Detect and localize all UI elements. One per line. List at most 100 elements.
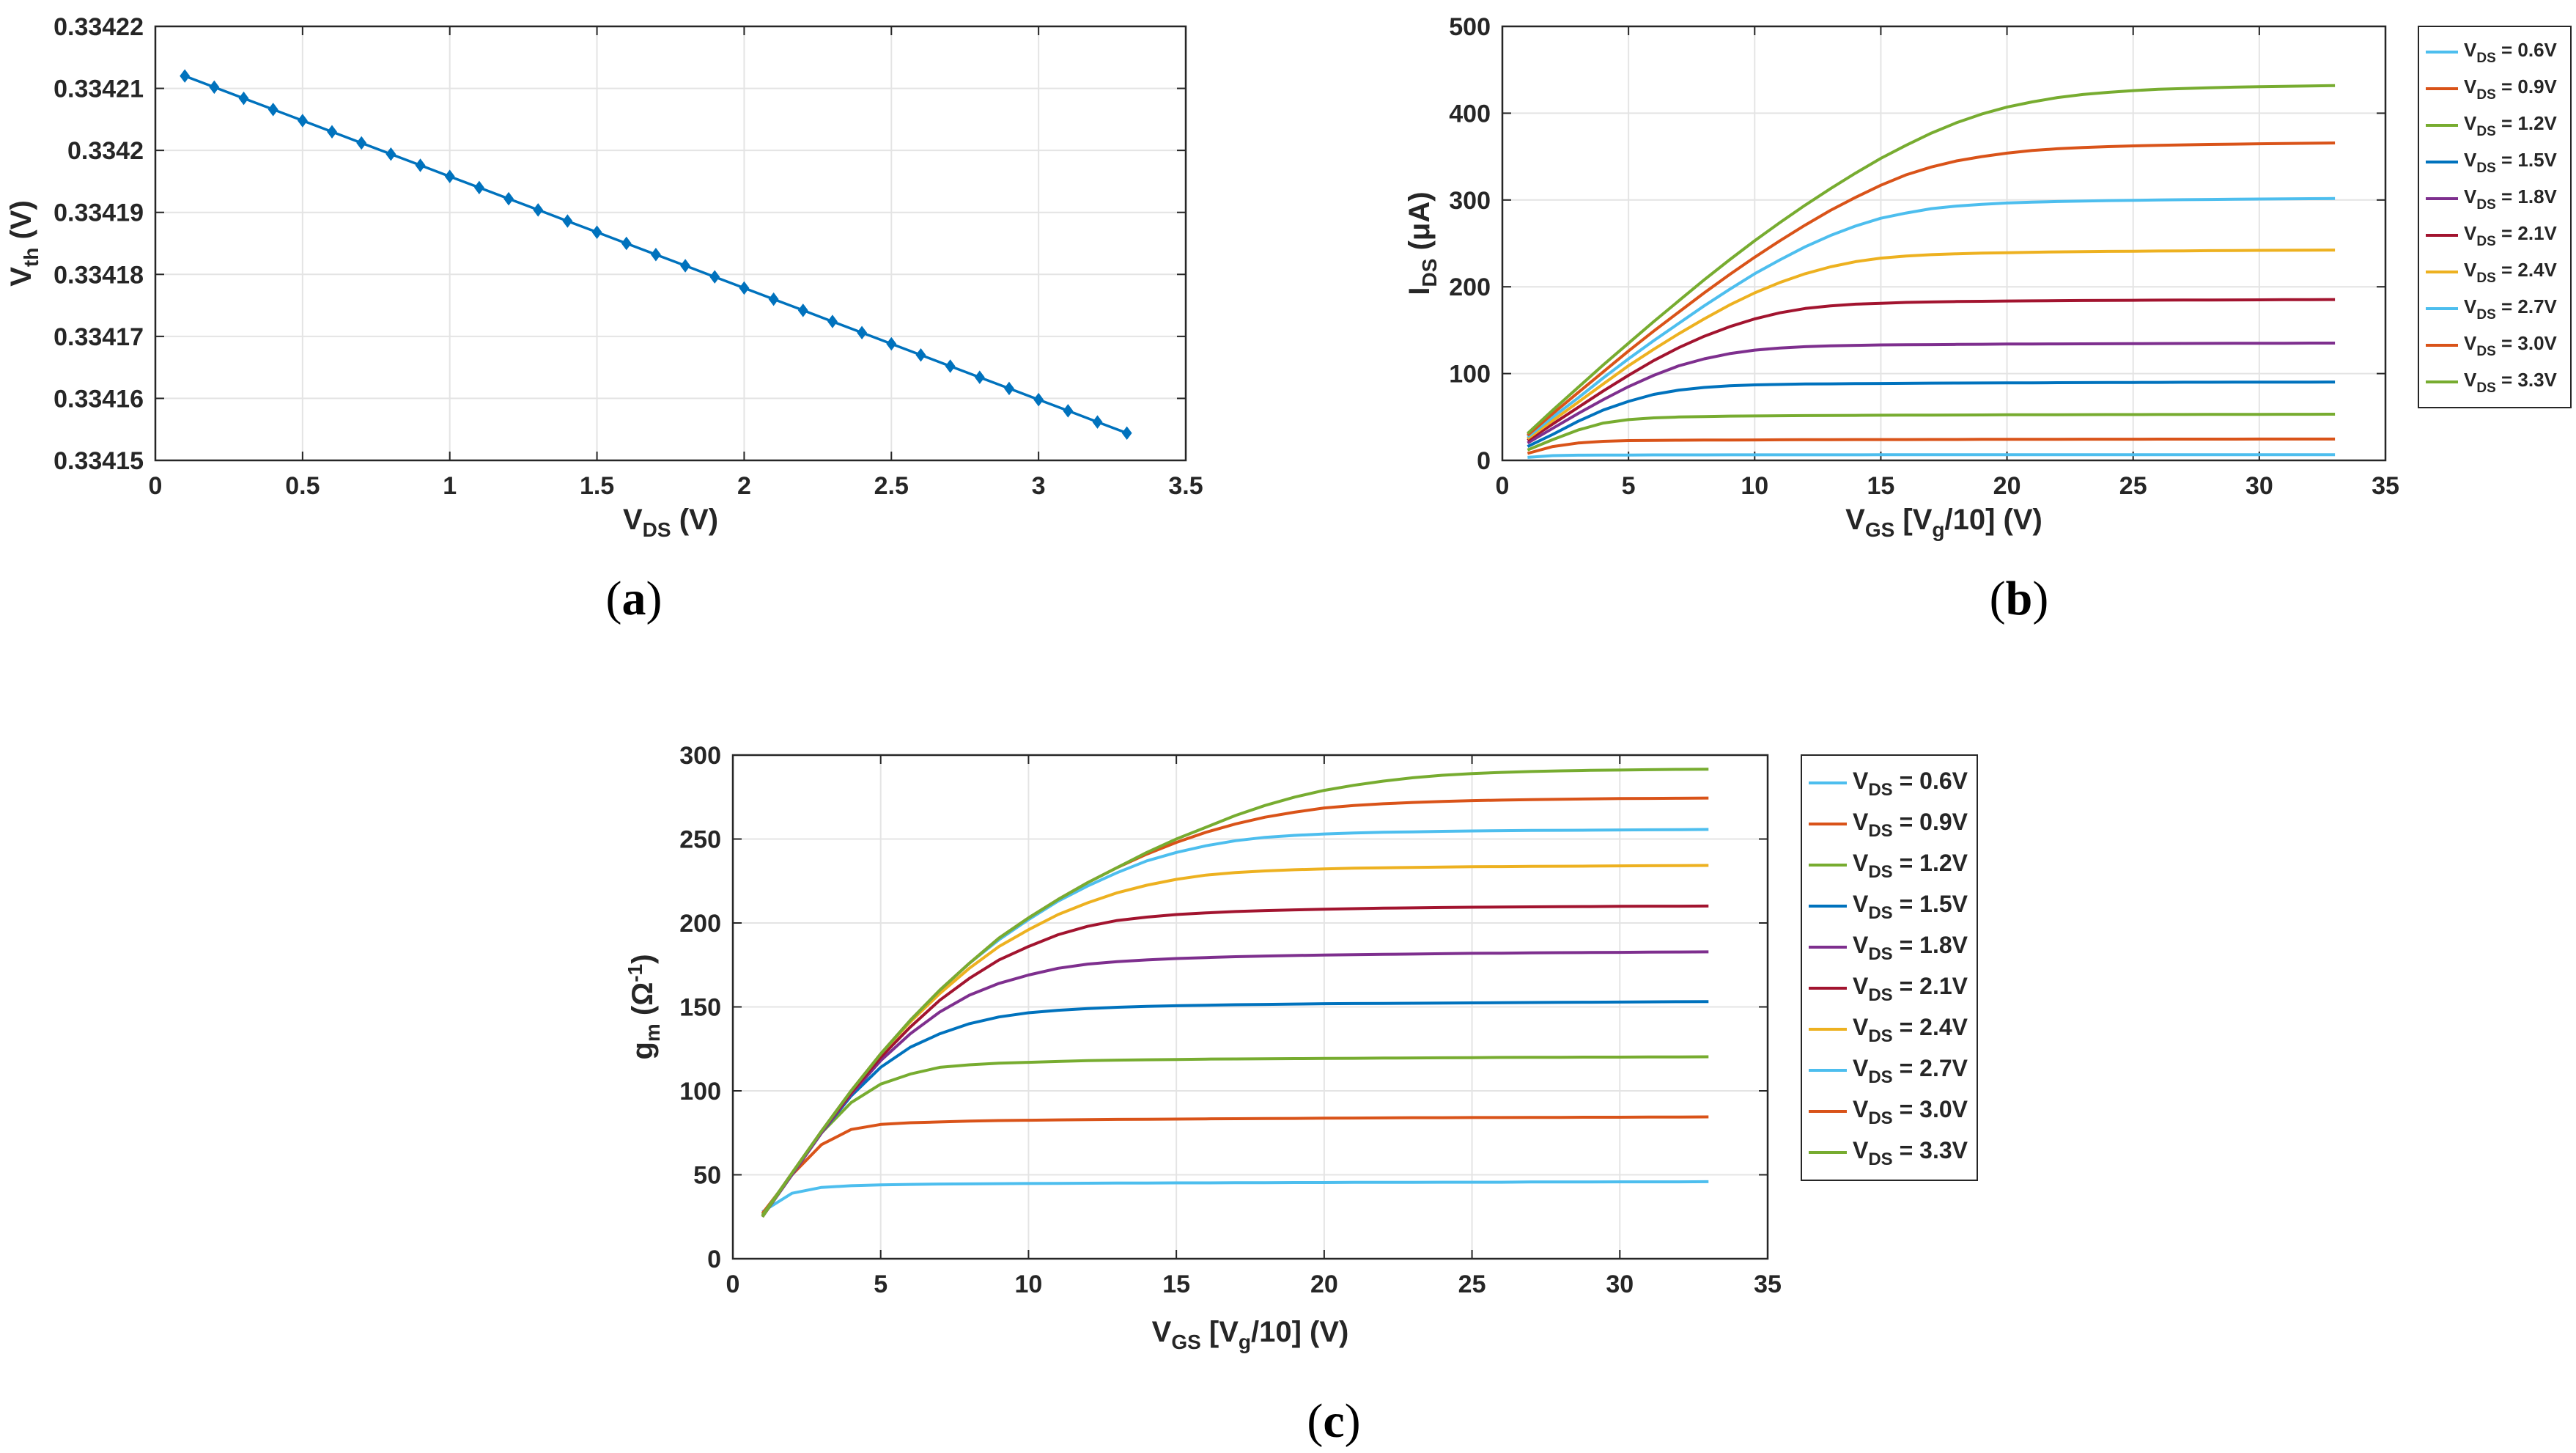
legend-sub: DS	[2476, 307, 2495, 323]
series-line-10	[1527, 84, 2336, 435]
data-point	[356, 136, 367, 150]
x-tick-label: 10	[1015, 1270, 1043, 1298]
legend-sub: DS	[2476, 271, 2495, 286]
series-line-4	[761, 1000, 1709, 1218]
data-point	[974, 370, 985, 384]
plot-frame	[1501, 25, 2387, 462]
legend-entry: VDS = 1.2V	[2464, 112, 2558, 139]
legend-rest: = 1.2V	[1893, 850, 1968, 876]
x-tick-label: 20	[1993, 472, 2021, 500]
series-line-10	[761, 768, 1709, 1218]
x-tick-label: 3	[1032, 472, 1046, 500]
legend-rest: = 2.7V	[2496, 295, 2558, 317]
series-line-6	[761, 904, 1709, 1218]
chart-a: 0 0.5 1 1.5 2 2.5 3 3.5 0.33415 0.33416 0.33417 0.3…	[5, 13, 1203, 625]
x-tick-label: 30	[2245, 472, 2273, 500]
y-axis-label: IDS (μA)	[1403, 191, 1441, 295]
panel-caption: (b)	[1990, 572, 2049, 625]
series-line-3	[1527, 413, 2336, 452]
y-tick-label: 300	[1449, 187, 1491, 215]
x-tick-label: 35	[1754, 1270, 1782, 1298]
legend-rest: = 0.9V	[2496, 76, 2558, 98]
y-axis-label-main: g	[627, 1042, 659, 1059]
legend-main: V	[2464, 39, 2477, 61]
legend-sub: DS	[1868, 862, 1892, 882]
legend-main: V	[1853, 768, 1869, 794]
x-tick-label: 1.5	[580, 472, 614, 500]
data-point	[591, 225, 602, 240]
legend-entry: VDS = 1.2V	[1853, 850, 1968, 882]
x-axis-label-sub2: g	[1239, 1331, 1251, 1353]
legend-main: V	[1853, 891, 1869, 917]
y-tick-label: 100	[679, 1078, 721, 1106]
legend-rest: = 2.4V	[2496, 259, 2558, 281]
y-axis-label: gm (Ω-1)	[624, 954, 664, 1059]
data-point	[1063, 404, 1074, 418]
panel-caption: (c)	[1307, 1394, 1360, 1448]
data-point	[886, 336, 897, 351]
y-axis-label-sub: th	[20, 248, 43, 267]
legend-entry: VDS = 2.4V	[1853, 1014, 1968, 1046]
data-point	[857, 325, 868, 340]
x-tick-label: 0	[726, 1270, 740, 1298]
caption-letter: c	[1323, 1394, 1344, 1448]
y-tick-label: 0.33418	[53, 261, 144, 289]
data-point	[680, 259, 691, 273]
x-axis-label-rest2: /10] (V)	[1251, 1316, 1348, 1348]
legend-sub: DS	[1868, 821, 1892, 841]
caption-paren: )	[2032, 572, 2048, 625]
x-tick-label: 25	[1458, 1270, 1486, 1298]
legend-sub: DS	[1868, 1149, 1892, 1169]
panel-caption: (a)	[606, 572, 663, 625]
series-line-4	[1527, 380, 2336, 448]
x-tick-label: 1	[443, 472, 457, 500]
y-tick-label: 300	[679, 742, 721, 770]
x-axis-label-sub: GS	[1865, 518, 1894, 541]
y-tick-label: 250	[679, 826, 721, 854]
x-tick-label: 5	[1622, 472, 1636, 500]
legend-sub: DS	[2476, 197, 2495, 213]
legend-rest: = 2.4V	[1893, 1014, 1968, 1040]
y-tick-label: 150	[679, 994, 721, 1022]
legend-sub: DS	[1868, 985, 1892, 1005]
series-line-2	[761, 1115, 1709, 1215]
legend-rest: = 3.0V	[2496, 332, 2558, 354]
legend-sub: DS	[2476, 87, 2495, 103]
y-tick-label: 0.33417	[53, 323, 144, 351]
data-point	[327, 125, 337, 139]
legend-sub: DS	[2476, 51, 2495, 66]
y-tick-label: 0.33415	[53, 447, 144, 475]
legend-sub: DS	[2476, 234, 2495, 249]
series-line-3	[761, 1055, 1709, 1216]
data-point	[915, 347, 926, 362]
legend-main: V	[1853, 809, 1869, 835]
legend-main: V	[1853, 1014, 1869, 1040]
x-tick-label: 0.5	[285, 472, 320, 500]
data-point	[945, 359, 956, 373]
series-line-6	[1527, 298, 2336, 442]
y-tick-label: 0.33419	[53, 199, 144, 227]
data-point	[473, 180, 484, 195]
legend-sub: DS	[1868, 903, 1892, 923]
y-tick-label: 0	[1477, 447, 1491, 475]
y-tick-label: 200	[1449, 273, 1491, 301]
x-axis-label-rest2: /10] (V)	[1945, 504, 2042, 536]
y-axis-label-rest: (μA)	[1403, 191, 1436, 258]
y-tick-label: 50	[693, 1162, 721, 1190]
legend-sub: DS	[1868, 1067, 1892, 1087]
data-point	[415, 158, 426, 172]
x-axis-label-main: V	[1152, 1316, 1172, 1348]
x-axis-label-rest: [V	[1894, 504, 1932, 536]
y-axis-label-main: I	[1403, 287, 1436, 295]
legend-entry: VDS = 1.5V	[2464, 149, 2558, 176]
y-axis-label-rest2: )	[627, 954, 659, 963]
legend-entry: VDS = 2.7V	[1853, 1055, 1968, 1087]
y-tick-label: 0.3342	[67, 137, 144, 165]
data-point	[621, 236, 632, 251]
caption-letter: a	[622, 572, 646, 625]
data-point	[1121, 426, 1132, 441]
data-point	[768, 292, 779, 306]
x-axis-label: VGS [Vg/10] (V)	[1845, 504, 2042, 541]
